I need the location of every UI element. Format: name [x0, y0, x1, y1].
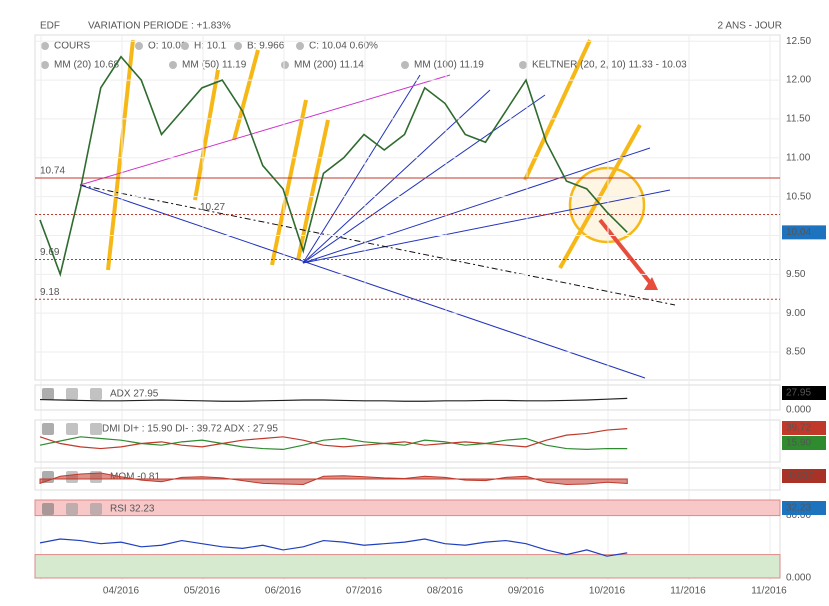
legend-icon [281, 61, 289, 69]
zone [34, 554, 781, 579]
series-line [39, 436, 628, 451]
y-tick-label: 11.00 [786, 152, 811, 163]
legend-icon [519, 61, 527, 69]
panel-tool [42, 503, 54, 515]
y-tick-label: 8.50 [786, 347, 806, 358]
x-tick-label: 05/2016 [184, 586, 221, 597]
panel-tool [66, 503, 78, 515]
y-tick-label: 80.00 [786, 510, 811, 521]
symbol: EDF [40, 21, 60, 32]
value-badge [782, 469, 826, 483]
level-label: 10.27 [200, 202, 225, 213]
level-label: 10.74 [40, 166, 65, 177]
panel-tool [90, 423, 102, 435]
y-tick-label: 9.50 [786, 269, 806, 280]
value-badge-text: 39.72 [786, 423, 811, 434]
panel-tool [42, 388, 54, 400]
x-tick-label: 11/2016 [670, 586, 706, 597]
legend-icon [401, 61, 409, 69]
series-line [39, 55, 628, 278]
y-tick-label: 10.50 [786, 191, 811, 202]
value-badge [782, 436, 826, 450]
zone [34, 499, 781, 517]
legend-entry: B: 9.966 [247, 41, 285, 52]
legend-icon [234, 42, 242, 50]
x-tick-label: 10/2016 [589, 586, 626, 597]
panel-frame [34, 467, 781, 491]
value-badge [782, 225, 826, 240]
legend-icon [296, 42, 304, 50]
value-badge-text: 32.23 [786, 503, 811, 514]
panel-frame [34, 419, 781, 463]
drawings [106, 39, 646, 271]
legend-entry: O: 10.01 [148, 41, 187, 52]
series-line [39, 538, 628, 557]
panel-title: ADX 27.95 [110, 389, 159, 400]
x-tick-label: 11/2016 [751, 586, 787, 597]
value-badge-text: 15.90 [786, 438, 811, 449]
momentum-area [39, 472, 628, 486]
panel-title: MOM -0.81 [110, 472, 160, 483]
legend-entry: H: 10.1 [194, 41, 227, 52]
legend-entry: KELTNER (20, 2, 10) 11.33 - 10.03 [532, 60, 687, 71]
legend-entry: MM (200) 11.14 [294, 60, 364, 71]
legend-icon [181, 42, 189, 50]
arrow-head [644, 277, 658, 290]
y-tick-label: 0.000 [786, 405, 811, 416]
legend-icon [41, 61, 49, 69]
legend-entry: MM (50) 11.19 [182, 60, 247, 71]
value-badge [782, 421, 826, 435]
value-badge [782, 386, 826, 400]
value-badge [782, 501, 826, 515]
period: 2 ANS - JOUR [718, 21, 782, 32]
y-tick-label: 12.00 [786, 75, 811, 86]
legend-entry: COURS [54, 41, 90, 52]
x-tick-label: 08/2016 [427, 586, 464, 597]
series-line [39, 428, 628, 450]
legend-entry: MM (100) 11.19 [414, 60, 484, 71]
level-label: 9.69 [40, 247, 60, 258]
value-badge-text: 27.95 [786, 388, 811, 399]
legend-icon [169, 61, 177, 69]
panel-tool [66, 423, 78, 435]
value-badge-text: 10.04 [786, 227, 811, 238]
legend-icon [41, 42, 49, 50]
panel-title: RSI 32.23 [110, 504, 155, 515]
level-label: 9.18 [40, 287, 60, 298]
legend-entry: C: 10.04 0.60% [309, 41, 378, 52]
y-tick-label: 11.50 [786, 114, 811, 125]
y-tick-label: 9.00 [786, 308, 806, 319]
value-badge-text: -0.810 [786, 471, 815, 482]
legend-icon [135, 42, 143, 50]
panel-frame [34, 34, 781, 381]
y-tick-label: 12.50 [786, 36, 811, 47]
panel-frame [34, 384, 781, 411]
variation: VARIATION PERIODE : +1.83% [88, 21, 231, 32]
x-tick-label: 07/2016 [346, 586, 383, 597]
legend-entry: MM (20) 10.68 [54, 60, 119, 71]
panel-tool [90, 503, 102, 515]
panel-tool [66, 388, 78, 400]
y-tick-label: 0.000 [786, 573, 811, 584]
panel-title: DMI DI+ : 15.90 DI- : 39.72 ADX : 27.95 [102, 424, 278, 435]
x-tick-label: 04/2016 [103, 586, 140, 597]
panel-tool [90, 388, 102, 400]
x-tick-label: 06/2016 [265, 586, 302, 597]
x-tick-label: 09/2016 [508, 586, 545, 597]
panel-tool [42, 423, 54, 435]
series-line [39, 397, 628, 402]
